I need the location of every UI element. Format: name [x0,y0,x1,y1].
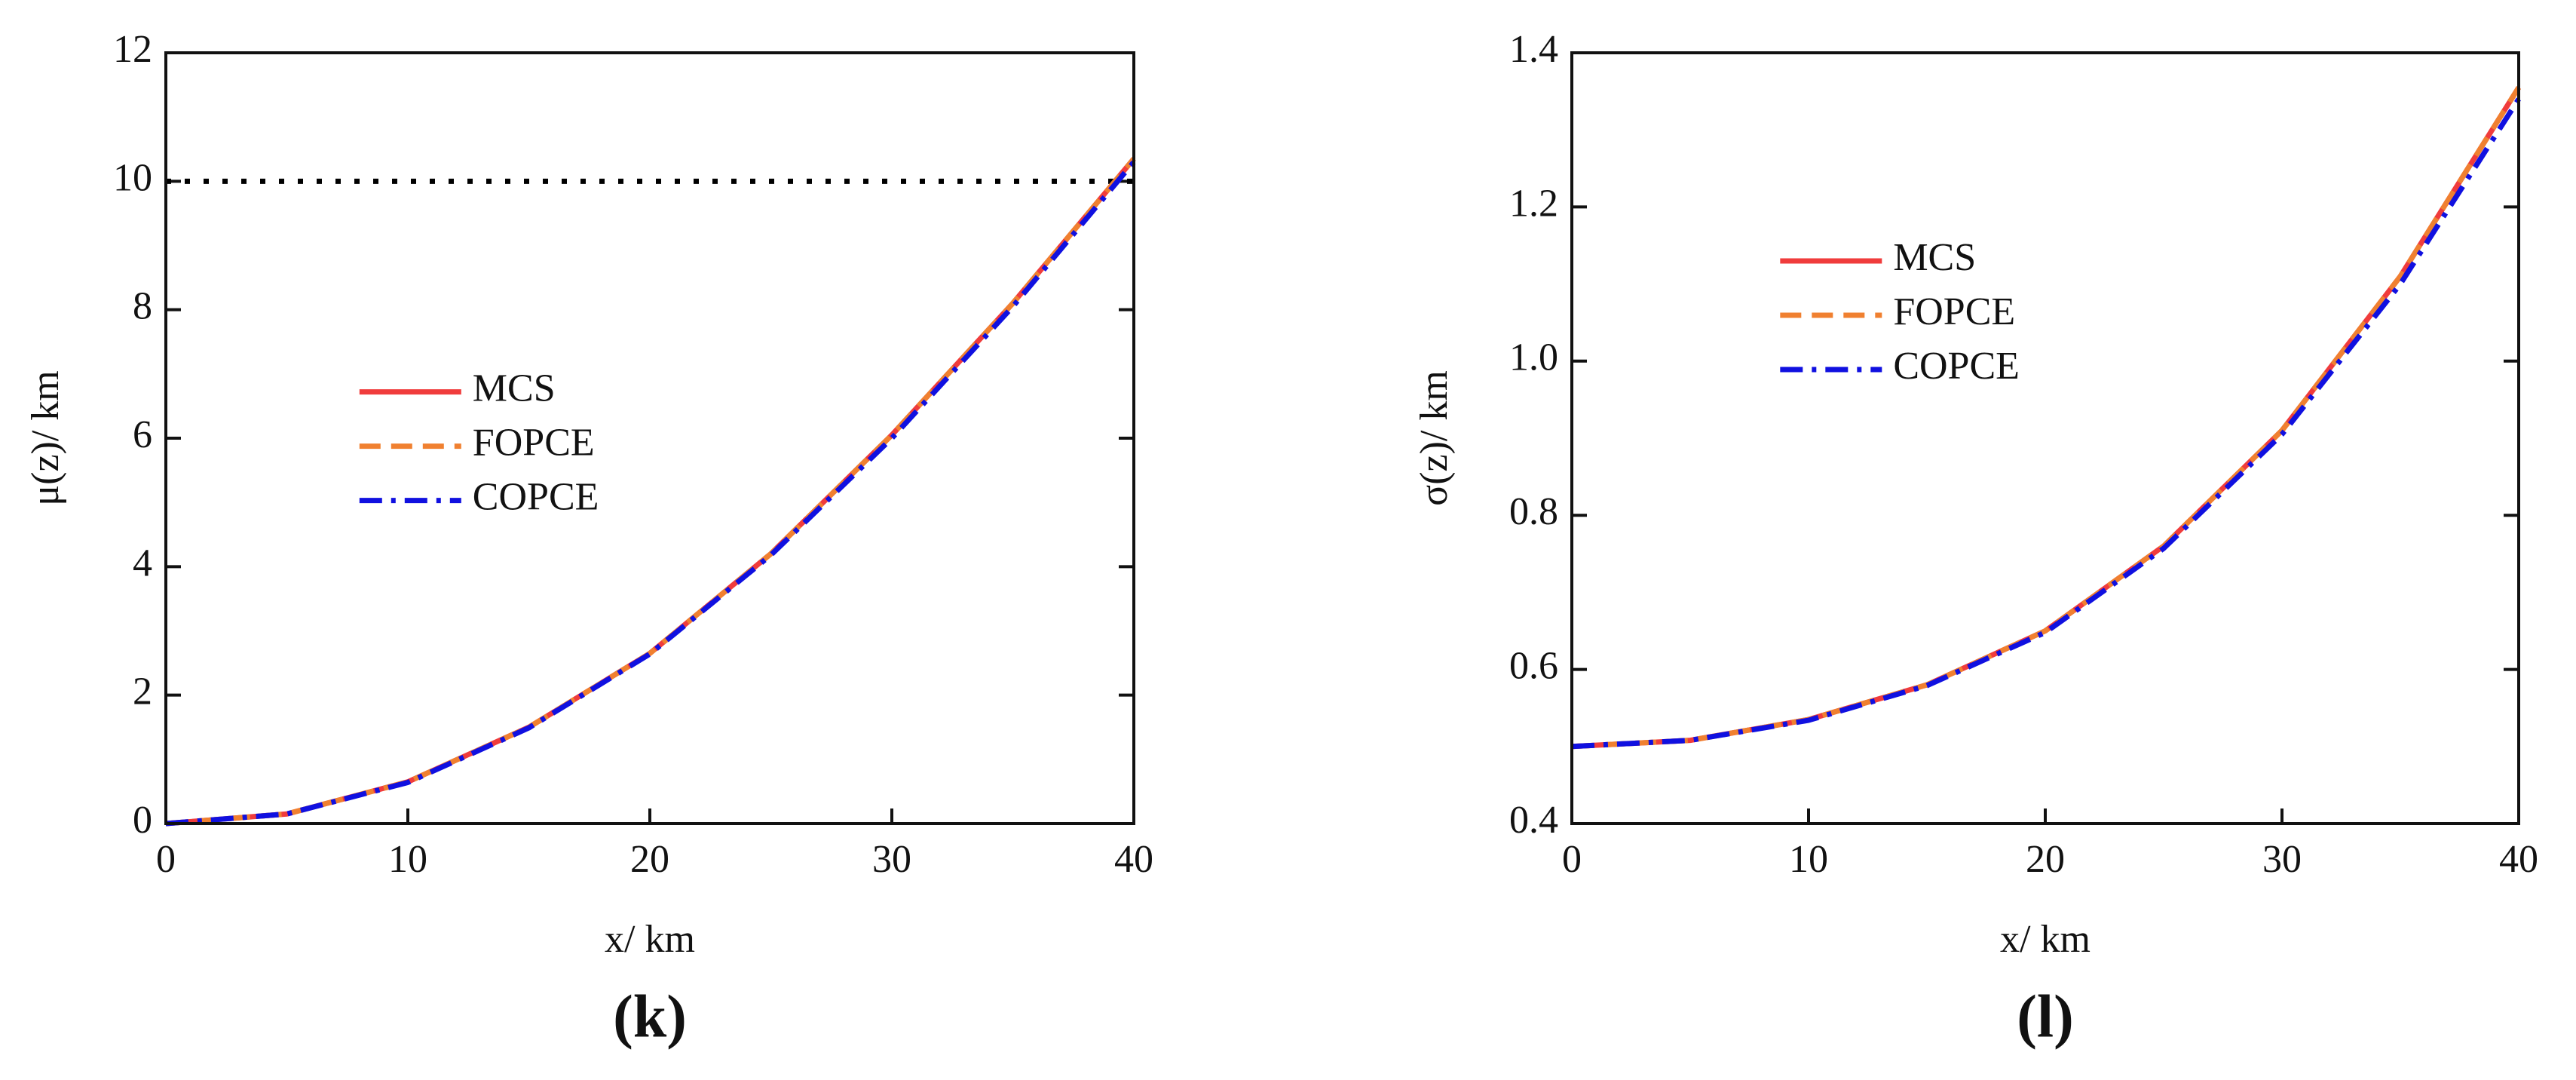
x-tick-label: 10 [1789,838,1828,881]
panel-label: (l) [2017,983,2074,1050]
y-tick-label: 1.4 [1509,28,1558,71]
y-tick-label: 1.2 [1509,182,1558,225]
y-tick-label: 10 [113,156,152,199]
y-tick-label: 8 [133,285,152,328]
legend-label: MCS [473,367,556,410]
x-tick-label: 20 [2026,838,2065,881]
series-line [1571,86,2521,750]
x-tick-label: 0 [156,838,176,881]
x-tick-label: 30 [872,838,911,881]
x-axis-label: x/ km [605,918,695,961]
series-line [165,157,1136,827]
y-axis-label: σ(z)/ km [1413,370,1456,506]
series-line [165,160,1136,827]
series-line [165,157,1136,827]
y-axis-label: μ(z)/ km [24,370,67,506]
y-tick-label: 1.0 [1509,336,1558,379]
legend-label: COPCE [473,476,599,519]
x-axis-label: x/ km [2000,918,2091,961]
series-line [1571,86,2521,750]
y-tick-label: 4 [133,542,152,584]
plot-frame [1570,51,2520,825]
y-tick-label: 0 [133,799,152,842]
x-tick-label: 0 [1562,838,1582,881]
x-tick-label: 30 [2262,838,2302,881]
legend-label: MCS [1893,236,1976,279]
x-tick-label: 10 [388,838,427,881]
y-tick-label: 12 [113,28,152,71]
y-tick-label: 6 [133,413,152,456]
y-tick-label: 0.8 [1509,490,1558,533]
y-tick-label: 2 [133,670,152,713]
panel-label: (k) [613,983,687,1050]
x-tick-label: 20 [630,838,669,881]
x-tick-label: 40 [2499,838,2538,881]
legend-label: FOPCE [473,422,595,465]
legend-label: COPCE [1893,345,2020,388]
y-tick-label: 0.4 [1509,799,1558,842]
y-tick-label: 0.6 [1509,645,1558,688]
x-tick-label: 40 [1114,838,1153,881]
plot-frame [164,51,1135,825]
series-line [1571,97,2521,750]
legend-label: FOPCE [1893,290,2015,333]
